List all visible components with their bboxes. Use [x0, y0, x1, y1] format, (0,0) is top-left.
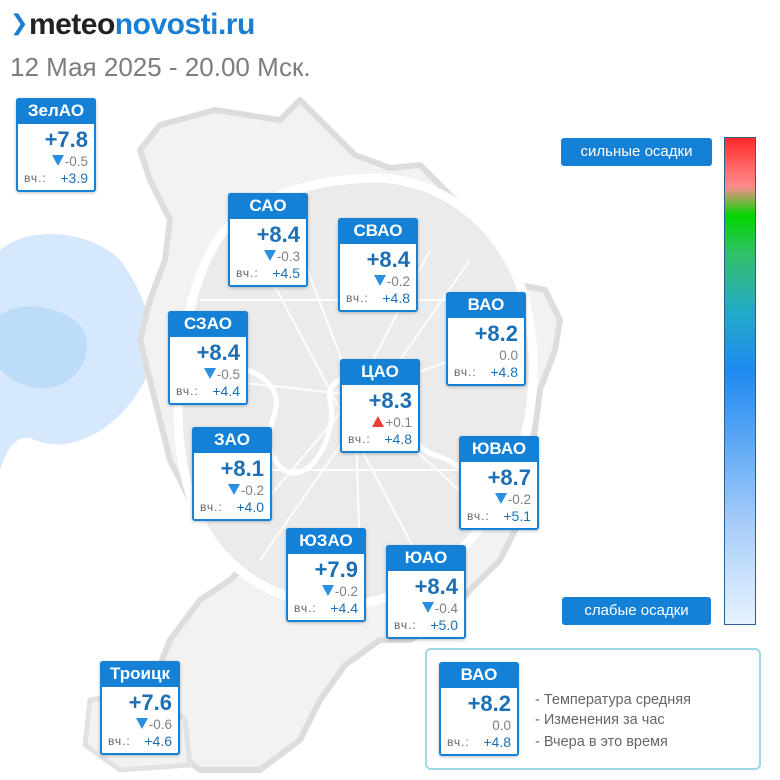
yesterday-value: +4.5: [272, 265, 300, 281]
legend-sample-change: 0.0: [492, 718, 511, 733]
yesterday-value: +4.4: [330, 600, 358, 616]
district-name: ЮВАО: [459, 436, 539, 462]
district-name: СЗАО: [168, 311, 248, 337]
trend-down-icon: [227, 484, 240, 495]
yesterday-value: +3.9: [60, 170, 88, 186]
temperature-value: +7.8: [44, 127, 88, 152]
yesterday-value: +4.8: [382, 290, 410, 306]
trend-down-icon: [203, 368, 216, 379]
temperature-value: +7.9: [314, 557, 358, 582]
hourly-change: -0.5: [51, 154, 88, 169]
site-logo[interactable]: ❯meteonovosti.ru: [10, 8, 255, 42]
yesterday-value: +4.0: [236, 499, 264, 515]
hourly-change: -0.2: [373, 274, 410, 289]
district-card-troitsk: Троицк +7.6 -0.6 вч.: +4.6: [100, 661, 180, 755]
temperature-value: +8.4: [414, 574, 458, 599]
yesterday-value: +4.8: [384, 431, 412, 447]
hourly-change: -0.6: [135, 717, 172, 732]
hourly-change: -0.2: [494, 492, 531, 507]
district-name: ЗАО: [192, 427, 272, 453]
legend-box: ВАО +8.2 0.0 вч.: +4.8 - Температура сре…: [425, 648, 761, 770]
district-name: ЮАО: [386, 545, 466, 571]
yesterday-label: вч.:: [108, 734, 131, 748]
district-card-cao: ЦАО +8.3 +0.1 вч.: +4.8: [340, 359, 420, 453]
temperature-value: +8.4: [256, 222, 300, 247]
legend-line-yesterday: - Вчера в это время: [535, 734, 668, 750]
district-card-yuzao: ЮЗАО +7.9 -0.2 вч.: +4.4: [286, 528, 366, 622]
trend-down-icon: [135, 718, 148, 729]
trend-down-icon: [373, 275, 386, 286]
trend-down-icon: [263, 250, 276, 261]
trend-down-icon: [494, 493, 507, 504]
legend-line-temperature: - Температура средняя: [535, 692, 691, 708]
district-card-zelao: ЗелАО +7.8 -0.5 вч.: +3.9: [16, 98, 96, 192]
temperature-value: +8.4: [196, 340, 240, 365]
trend-up-icon: [372, 416, 385, 427]
yesterday-label: вч.:: [236, 266, 259, 280]
yesterday-label: вч.:: [24, 171, 47, 185]
yesterday-value: +4.8: [490, 364, 518, 380]
district-card-sao: САО +8.4 -0.3 вч.: +4.5: [228, 193, 308, 287]
yesterday-label: вч.:: [346, 291, 369, 305]
legend-sample-name: ВАО: [439, 662, 519, 688]
district-card-yuao: ЮАО +8.4 -0.4 вч.: +5.0: [386, 545, 466, 639]
report-datetime: 12 Мая 2025 - 20.00 Мск.: [10, 52, 311, 82]
trend-down-icon: [51, 155, 64, 166]
yesterday-label: вч.:: [394, 618, 417, 632]
district-name: СВАО: [338, 218, 418, 244]
district-card-svao: СВАО +8.4 -0.2 вч.: +4.8: [338, 218, 418, 312]
temperature-value: +7.6: [128, 690, 172, 715]
legend-sample-yesterday-value: +4.8: [483, 734, 511, 750]
precipitation-area-small: [0, 306, 88, 389]
district-name: САО: [228, 193, 308, 219]
precipitation-scale-bar: [724, 137, 756, 625]
temperature-value: +8.7: [487, 465, 531, 490]
hourly-change: -0.2: [321, 584, 358, 599]
hourly-change: -0.4: [421, 601, 458, 616]
legend-sample-card: ВАО +8.2 0.0 вч.: +4.8: [439, 662, 519, 756]
scale-top-label: сильные осадки: [561, 138, 712, 166]
logo-mark-icon: ❯: [10, 10, 28, 35]
yesterday-label: вч.:: [467, 509, 490, 523]
yesterday-value: +5.0: [430, 617, 458, 633]
legend-sample-yesterday-label: вч.:: [447, 735, 470, 749]
trend-down-icon: [321, 585, 334, 596]
district-card-yuvao: ЮВАО +8.7 -0.2 вч.: +5.1: [459, 436, 539, 530]
district-name: ЮЗАО: [286, 528, 366, 554]
temperature-value: +8.1: [220, 456, 264, 481]
temperature-value: +8.3: [368, 388, 412, 413]
yesterday-label: вч.:: [200, 500, 223, 514]
trend-down-icon: [421, 602, 434, 613]
hourly-change: -0.2: [227, 483, 264, 498]
district-card-szao: СЗАО +8.4 -0.5 вч.: +4.4: [168, 311, 248, 405]
yesterday-label: вч.:: [348, 432, 371, 446]
hourly-change: +0.1: [372, 415, 412, 430]
yesterday-label: вч.:: [176, 384, 199, 398]
yesterday-label: вч.:: [454, 365, 477, 379]
scale-bottom-label: слабые осадки: [562, 597, 711, 625]
district-name: ЦАО: [340, 359, 420, 385]
district-name: ЗелАО: [16, 98, 96, 124]
temperature-value: +8.2: [474, 321, 518, 346]
district-name: Троицк: [100, 661, 180, 687]
yesterday-label: вч.:: [294, 601, 317, 615]
district-card-zao: ЗАО +8.1 -0.2 вч.: +4.0: [192, 427, 272, 521]
temperature-value: +8.4: [366, 247, 410, 272]
legend-sample-temp: +8.2: [467, 691, 511, 716]
logo-text-part2: novosti.ru: [114, 8, 256, 41]
hourly-change: 0.0: [499, 348, 518, 363]
district-card-vao: ВАО +8.2 0.0 вч.: +4.8: [446, 292, 526, 386]
hourly-change: -0.3: [263, 249, 300, 264]
yesterday-value: +5.1: [503, 508, 531, 524]
legend-line-change: - Изменения за час: [535, 712, 665, 728]
yesterday-value: +4.4: [212, 383, 240, 399]
logo-text-part1: meteo: [28, 8, 115, 41]
hourly-change: -0.5: [203, 367, 240, 382]
district-name: ВАО: [446, 292, 526, 318]
yesterday-value: +4.6: [144, 733, 172, 749]
